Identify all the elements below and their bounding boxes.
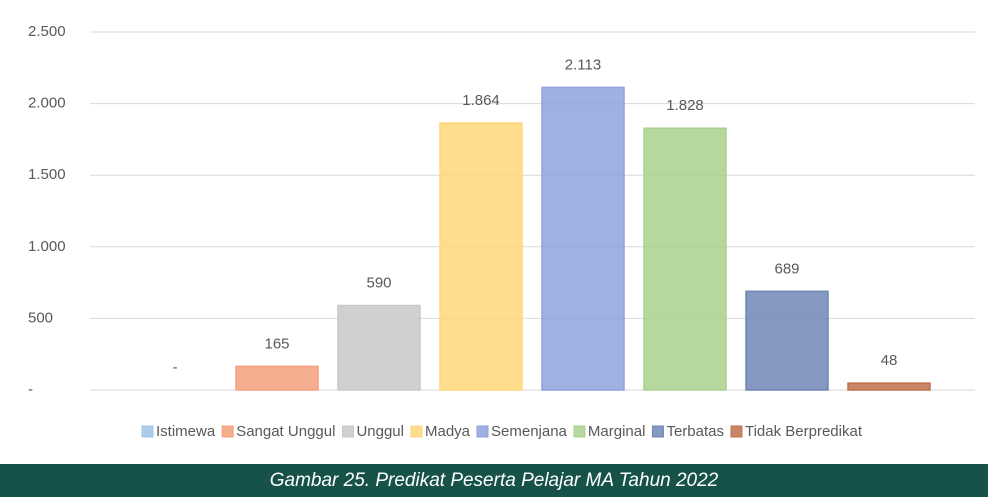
bar	[235, 365, 319, 391]
data-label: 590	[366, 274, 391, 291]
bar	[643, 127, 727, 391]
legend-swatch	[141, 425, 154, 438]
legend-swatch	[573, 425, 586, 438]
legend-swatch	[341, 425, 354, 438]
data-label: 165	[264, 335, 289, 352]
legend-label: Unggul	[356, 423, 404, 440]
legend-swatch	[651, 425, 664, 438]
legend-swatch	[410, 425, 423, 438]
y-tick-label: 1.000	[28, 238, 66, 255]
legend-label: Istimewa	[156, 423, 216, 440]
legend-label: Tidak Berpredikat	[745, 423, 863, 440]
bar	[541, 86, 625, 391]
legend-label: Marginal	[588, 423, 646, 440]
data-label: 2.113	[565, 56, 601, 73]
bar	[439, 122, 523, 391]
data-label: 689	[774, 260, 799, 277]
data-label: 48	[881, 352, 898, 369]
bar	[337, 304, 421, 391]
bar	[745, 290, 829, 391]
legend-swatch	[221, 425, 234, 438]
y-tick-label: 500	[28, 309, 53, 326]
y-tick-label: 1.500	[28, 166, 66, 183]
data-label: 1.828	[666, 97, 704, 114]
y-tick-label: 2.500	[28, 23, 66, 40]
bar	[847, 382, 931, 391]
data-label: -	[173, 359, 178, 376]
data-label: 1.864	[462, 92, 500, 109]
y-tick-label: 2.000	[28, 95, 66, 112]
legend-label: Terbatas	[666, 423, 724, 440]
legend-swatch	[476, 425, 489, 438]
legend-label: Madya	[425, 423, 471, 440]
legend-label: Sangat Unggul	[236, 423, 335, 440]
y-tick-label: -	[28, 381, 33, 398]
legend-label: Semenjana	[491, 423, 568, 440]
caption: Gambar 25. Predikat Peserta Pelajar MA T…	[270, 470, 719, 491]
caption-band	[0, 464, 988, 497]
legend-swatch	[730, 425, 743, 438]
